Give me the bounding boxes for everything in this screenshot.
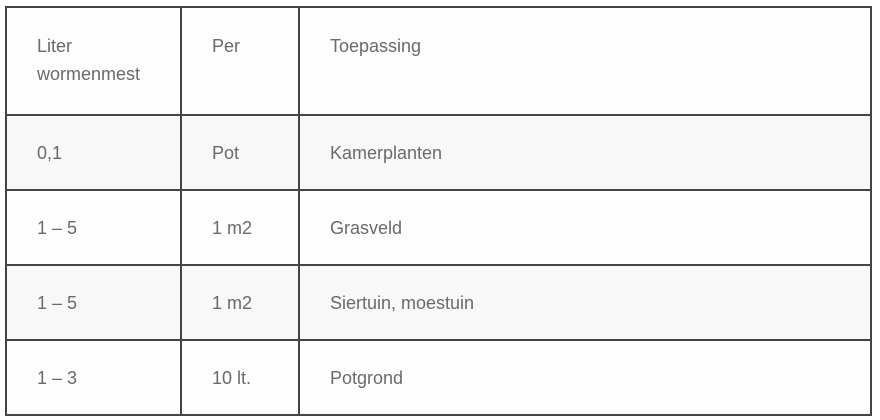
table-cell: 1 – 5 xyxy=(5,189,182,266)
table-cell: 1 – 3 xyxy=(5,339,182,416)
table-cell: 1 m2 xyxy=(180,189,300,266)
table-cell: Potgrond xyxy=(298,339,872,416)
header-cell-toepassing: Toepassing xyxy=(298,6,872,116)
table-cell: Pot xyxy=(180,114,300,191)
table-cell: Siertuin, moestuin xyxy=(298,264,872,341)
table-header-row: Liter wormenmest Per Toepassing xyxy=(5,6,872,116)
table-row: 1 – 3 10 lt. Potgrond xyxy=(5,339,872,416)
table-cell: Kamerplanten xyxy=(298,114,872,191)
table-cell: 0,1 xyxy=(5,114,182,191)
table-cell: 1 m2 xyxy=(180,264,300,341)
table-cell: 10 lt. xyxy=(180,339,300,416)
header-cell-liter: Liter wormenmest xyxy=(5,6,182,116)
header-cell-per: Per xyxy=(180,6,300,116)
table-cell: Grasveld xyxy=(298,189,872,266)
dosage-table: Liter wormenmest Per Toepassing 0,1 Pot Ka… xyxy=(5,6,872,416)
table-row: 0,1 Pot Kamerplanten xyxy=(5,114,872,191)
table-cell: 1 – 5 xyxy=(5,264,182,341)
